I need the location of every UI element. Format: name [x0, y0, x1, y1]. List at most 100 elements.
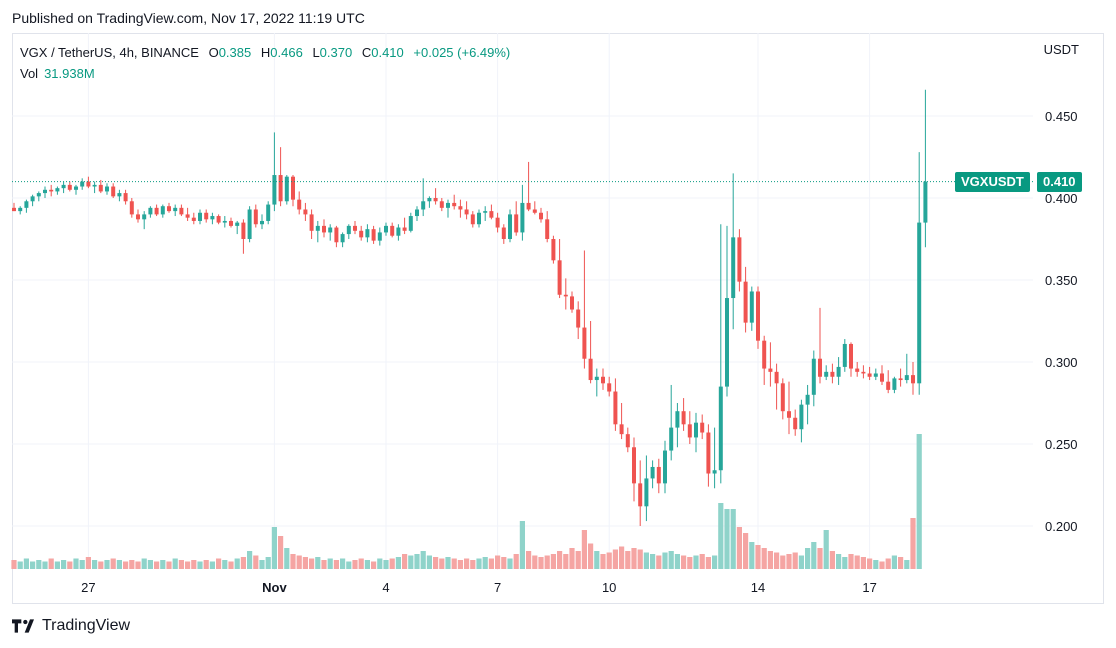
volume-bar [340, 558, 346, 569]
candle-body [179, 207, 184, 215]
volume-bar [321, 560, 327, 569]
volume-value: 31.938M [44, 66, 95, 81]
volume-bar [594, 551, 600, 569]
volume-bar [166, 561, 172, 569]
volume-bar [414, 554, 420, 569]
volume-bar [761, 548, 767, 569]
volume-bar [389, 558, 395, 569]
volume-bar [73, 558, 79, 569]
candle-body [842, 343, 847, 367]
candle-body [749, 291, 754, 323]
volume-bar [451, 558, 457, 569]
candle-body [681, 411, 686, 425]
candle-body [706, 432, 711, 474]
candle-body [55, 188, 60, 192]
candle-body [49, 189, 54, 192]
volume-bar [643, 552, 649, 569]
volume-bar [600, 554, 606, 569]
candle-body [80, 181, 85, 187]
candle-body [67, 184, 72, 190]
candle-body [867, 373, 872, 377]
volume-bar [625, 551, 631, 569]
volume-bar [67, 561, 73, 569]
candle-body [278, 175, 283, 202]
x-tick-label: 17 [862, 580, 876, 595]
volume-bar [767, 551, 773, 569]
volume-bar [216, 558, 222, 569]
volume-bar [749, 542, 755, 569]
volume-bar [705, 557, 711, 569]
volume-bar [278, 536, 284, 569]
candle-body [725, 298, 729, 387]
candle-body [309, 214, 314, 231]
candle-body [836, 366, 841, 377]
volume-bar [228, 561, 234, 569]
volume-bar [569, 548, 575, 569]
candle-body [229, 220, 233, 226]
volume-bar [42, 561, 48, 569]
candle-body [818, 358, 822, 377]
x-tick-label: Nov [262, 580, 287, 595]
volume-bar [383, 560, 389, 569]
candle-body [911, 375, 915, 384]
volume-bar [259, 560, 265, 569]
candle-body [346, 225, 351, 235]
volume-bar [247, 551, 253, 569]
candle-body [650, 466, 655, 479]
volume-bar [420, 551, 426, 569]
volume-bar [811, 542, 817, 569]
volume-bar [743, 533, 749, 569]
volume-bar [724, 509, 730, 569]
symbol-label: VGX / TetherUS, 4h, BINANCE [20, 45, 199, 60]
y-tick-label: 0.350 [1045, 273, 1078, 288]
volume-bar [154, 561, 160, 569]
chart-frame [12, 33, 1104, 604]
y-tick-label: 0.300 [1045, 355, 1078, 370]
volume-bar [730, 509, 736, 569]
candle-body [780, 383, 785, 412]
volume-bar [129, 560, 135, 569]
candle-body [768, 368, 773, 372]
candle-body [216, 216, 221, 223]
volume-bar [836, 554, 842, 569]
candle-body [737, 237, 742, 282]
candle-body [328, 227, 333, 233]
volume-bar [371, 561, 377, 569]
candle-body [210, 216, 215, 220]
candle-body [61, 184, 66, 189]
volume-bar [532, 555, 538, 569]
published-text: Published on TradingView.com, Nov 17, 20… [12, 10, 365, 26]
candle-body [495, 217, 500, 228]
candle-body [334, 227, 339, 243]
candle-body [303, 209, 308, 215]
candle-body [384, 225, 388, 233]
volume-bar [736, 527, 742, 569]
candle-body [824, 371, 829, 377]
volume-bar [699, 554, 705, 569]
volume-bars [11, 434, 922, 569]
volume-bar [364, 560, 370, 569]
candle-body [799, 404, 804, 430]
volume-bar [687, 557, 693, 569]
candle-body [520, 202, 525, 233]
volume-bar [104, 560, 110, 569]
last-price-tag: 0.410 [1037, 171, 1082, 192]
tradingview-logo[interactable]: TradingView [12, 617, 130, 635]
candle-body [539, 212, 543, 220]
volume-bar [79, 560, 85, 569]
volume-bar [829, 551, 835, 569]
candle-body [415, 209, 419, 217]
tradingview-name: TradingView [42, 617, 131, 634]
volume-bar [191, 560, 197, 569]
candle-body [402, 227, 407, 231]
volume-bar [873, 560, 879, 569]
high-value: 0.466 [270, 45, 303, 60]
volume-bar [54, 561, 60, 569]
volume-bar [798, 555, 804, 569]
x-tick-label: 4 [382, 580, 389, 595]
grid-lines [12, 33, 1033, 570]
candle-body [700, 422, 705, 433]
volume-legend: Vol 31.938M [20, 66, 95, 81]
candle-body [272, 175, 277, 205]
